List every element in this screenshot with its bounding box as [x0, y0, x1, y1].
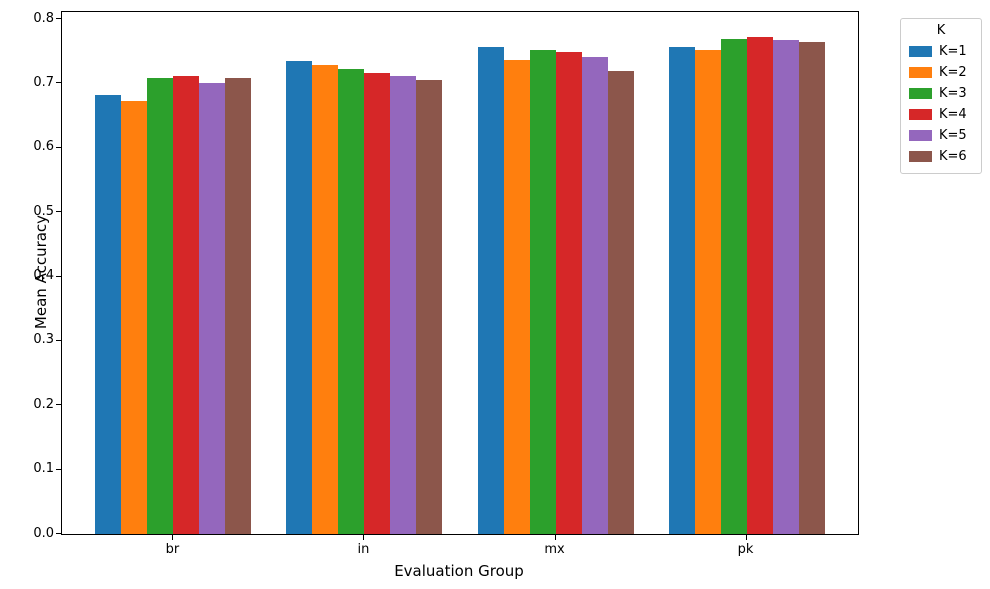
- bar-in-K3: [338, 69, 365, 534]
- legend-item-K2: K=2: [909, 62, 973, 83]
- x-tick-mark: [172, 535, 174, 540]
- bar-pk-K2: [694, 49, 721, 534]
- bar-in-K1: [286, 60, 313, 534]
- x-tick-mark: [745, 535, 747, 540]
- legend-label: K=3: [939, 86, 967, 101]
- legend-label: K=1: [939, 44, 967, 59]
- y-tick-mark: [56, 468, 61, 470]
- y-tick-label: 0.4: [33, 268, 54, 284]
- legend-swatch-icon: [909, 88, 932, 99]
- bar-br-K5: [199, 82, 226, 534]
- x-tick-label-br: br: [165, 542, 180, 557]
- bar-br-K1: [95, 95, 122, 534]
- y-tick-mark: [56, 146, 61, 148]
- x-tick-label-pk: pk: [737, 542, 754, 557]
- legend-label: K=5: [939, 128, 967, 143]
- legend-label: K=4: [939, 107, 967, 122]
- legend-swatch-icon: [909, 46, 932, 57]
- bar-in-K5: [390, 76, 417, 534]
- y-axis-label: Mean Accuracy: [32, 214, 50, 330]
- y-tick-mark: [56, 339, 61, 341]
- bar-br-K6: [225, 77, 252, 534]
- legend-item-K3: K=3: [909, 83, 973, 104]
- y-tick-mark: [56, 533, 61, 534]
- plot-area: [61, 11, 859, 535]
- bar-pk-K3: [720, 39, 747, 534]
- y-tick-label: 0.2: [33, 396, 54, 412]
- bar-mx-K4: [555, 51, 582, 534]
- bar-mx-K6: [607, 71, 634, 534]
- legend-swatch-icon: [909, 130, 932, 141]
- y-tick-label: 0.8: [33, 10, 54, 26]
- bar-pk-K6: [798, 42, 825, 534]
- bar-mx-K2: [503, 59, 530, 534]
- bar-br-K4: [173, 75, 200, 534]
- legend-swatch-icon: [909, 109, 932, 120]
- x-tick-mark: [554, 535, 556, 540]
- y-tick-label: 0.7: [33, 74, 54, 90]
- bar-br-K2: [121, 100, 148, 534]
- legend-items: K=1 K=2 K=3 K=4 K=5 K=6: [909, 41, 973, 167]
- x-tick-label-mx: mx: [544, 542, 565, 557]
- x-tick-label-in: in: [357, 542, 370, 557]
- legend-item-K1: K=1: [909, 41, 973, 62]
- x-axis-label: Evaluation Group: [394, 562, 524, 580]
- y-tick-label: 0.0: [33, 525, 54, 541]
- bar-mx-K1: [477, 46, 504, 534]
- bar-in-K6: [416, 79, 443, 534]
- bar-pk-K4: [746, 37, 773, 534]
- legend-item-K6: K=6: [909, 146, 973, 167]
- bar-pk-K1: [668, 47, 695, 534]
- y-tick-label: 0.3: [33, 332, 54, 348]
- bar-pk-K5: [772, 39, 799, 534]
- x-tick-mark: [363, 535, 365, 540]
- legend-item-K5: K=5: [909, 125, 973, 146]
- y-tick-mark: [56, 275, 61, 277]
- legend-label: K=6: [939, 149, 967, 164]
- y-tick-label: 0.5: [33, 203, 54, 219]
- bar-mx-K5: [581, 57, 608, 534]
- legend-title: K: [936, 23, 946, 38]
- bar-br-K3: [147, 77, 174, 534]
- y-tick-label: 0.6: [33, 139, 54, 155]
- legend-item-K4: K=4: [909, 104, 973, 125]
- legend-swatch-icon: [909, 151, 932, 162]
- bar-mx-K3: [529, 49, 556, 534]
- y-tick-mark: [56, 211, 61, 213]
- bar-in-K2: [312, 65, 339, 534]
- y-tick-mark: [56, 404, 61, 406]
- y-tick-mark: [56, 82, 61, 84]
- legend-label: K=2: [939, 65, 967, 80]
- y-tick-label: 0.1: [33, 461, 54, 477]
- legend: K K=1 K=2 K=3 K=4 K=5 K=6: [900, 18, 982, 174]
- y-tick-mark: [56, 18, 61, 20]
- bar-in-K4: [364, 73, 391, 534]
- legend-swatch-icon: [909, 67, 932, 78]
